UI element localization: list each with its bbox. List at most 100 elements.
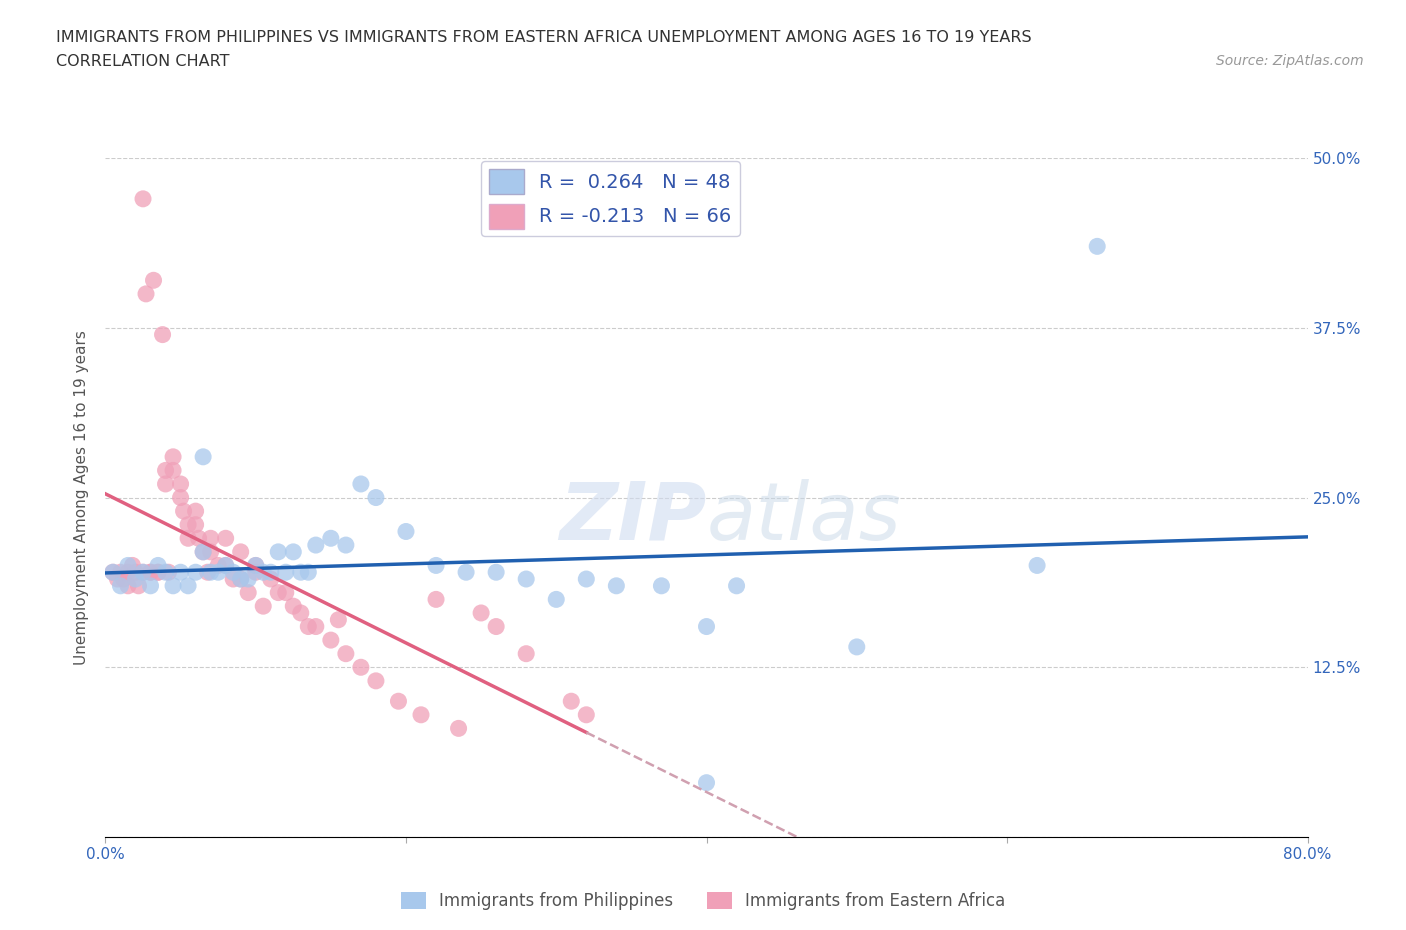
Point (470, 605, 492, 620)
Point (152, 327, 174, 342)
Point (725, 578, 748, 593)
Point (305, 619, 328, 634)
Point (184, 565, 207, 579)
Point (112, 572, 135, 587)
Point (184, 517, 207, 532)
Point (560, 694, 582, 709)
Point (222, 565, 245, 579)
Point (515, 646, 537, 661)
Point (350, 660, 373, 675)
Point (191, 544, 214, 559)
Point (162, 463, 184, 478)
Point (117, 558, 139, 573)
Point (184, 504, 207, 519)
Point (1026, 558, 1049, 573)
Point (117, 565, 139, 579)
Point (485, 565, 508, 579)
Point (132, 565, 155, 579)
Point (575, 708, 598, 723)
Point (110, 565, 132, 579)
Point (177, 531, 200, 546)
Point (319, 531, 342, 546)
Point (169, 490, 191, 505)
Point (229, 544, 252, 559)
Point (139, 565, 162, 579)
Point (155, 565, 177, 579)
Point (454, 565, 477, 579)
Point (162, 449, 184, 464)
Point (515, 572, 537, 587)
Point (245, 558, 267, 573)
Point (135, 286, 157, 301)
Point (173, 504, 195, 519)
Point (191, 544, 214, 559)
Point (546, 592, 568, 607)
Point (575, 572, 598, 587)
Point (124, 572, 146, 587)
Text: Source: ZipAtlas.com: Source: ZipAtlas.com (1216, 54, 1364, 68)
Point (146, 558, 169, 573)
Point (146, 565, 169, 579)
Point (128, 578, 150, 593)
Point (335, 646, 357, 661)
Point (177, 578, 200, 593)
Legend: R =  0.264   N = 48, R = -0.213   N = 66: R = 0.264 N = 48, R = -0.213 N = 66 (481, 161, 740, 236)
Point (101, 565, 124, 579)
Point (447, 721, 470, 736)
Point (132, 192, 155, 206)
Point (350, 476, 373, 491)
Point (222, 572, 245, 587)
Point (146, 565, 169, 579)
Point (169, 565, 191, 579)
Point (395, 525, 418, 539)
Text: IMMIGRANTS FROM PHILIPPINES VS IMMIGRANTS FROM EASTERN AFRICA UNEMPLOYMENT AMONG: IMMIGRANTS FROM PHILIPPINES VS IMMIGRANT… (56, 30, 1032, 45)
Point (207, 558, 229, 573)
Text: atlas: atlas (707, 479, 901, 557)
Point (139, 578, 162, 593)
Point (139, 565, 162, 579)
Point (290, 605, 312, 620)
Point (121, 558, 143, 573)
Point (214, 531, 236, 546)
Point (425, 592, 447, 607)
Point (328, 612, 350, 627)
Point (245, 558, 267, 573)
Point (387, 694, 409, 709)
Point (605, 578, 627, 593)
Y-axis label: Unemployment Among Ages 16 to 19 years: Unemployment Among Ages 16 to 19 years (75, 330, 90, 665)
Point (364, 490, 387, 505)
Point (305, 538, 328, 552)
Point (200, 544, 222, 559)
Text: ZIP: ZIP (560, 479, 707, 557)
Point (157, 565, 180, 579)
Point (132, 565, 155, 579)
Point (107, 572, 129, 587)
Point (110, 578, 132, 593)
Point (696, 776, 718, 790)
Point (187, 531, 209, 546)
Point (197, 565, 219, 579)
Point (274, 585, 297, 600)
Point (260, 572, 283, 587)
Point (1085, 239, 1108, 254)
Point (214, 558, 236, 573)
Point (169, 476, 191, 491)
Point (200, 565, 222, 579)
Point (267, 544, 290, 559)
Point (650, 578, 672, 593)
Point (117, 578, 139, 593)
Point (260, 565, 283, 579)
Legend: Immigrants from Philippines, Immigrants from Eastern Africa: Immigrants from Philippines, Immigrants … (394, 885, 1012, 917)
Point (142, 272, 165, 287)
Point (290, 565, 312, 579)
Point (101, 565, 124, 579)
Text: CORRELATION CHART: CORRELATION CHART (56, 54, 229, 69)
Point (177, 517, 200, 532)
Point (162, 578, 184, 593)
Point (274, 565, 297, 579)
Point (696, 619, 718, 634)
Point (297, 565, 319, 579)
Point (245, 565, 267, 579)
Point (485, 619, 508, 634)
Point (214, 558, 236, 573)
